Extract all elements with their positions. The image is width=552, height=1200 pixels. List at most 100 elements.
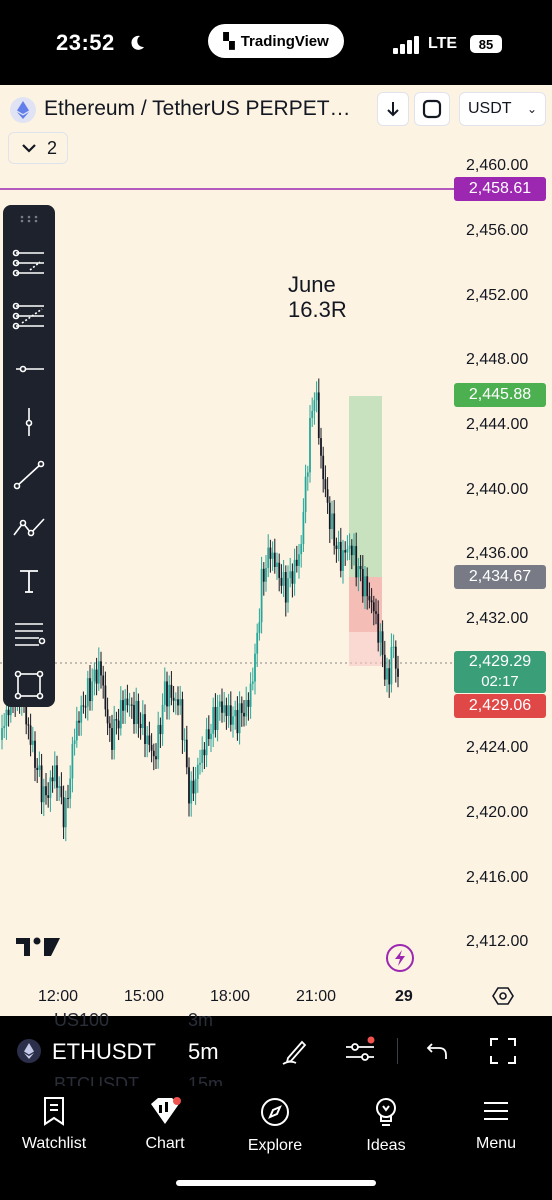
candle-body [221,701,223,713]
candle-body [210,733,212,740]
battery-icon: 85 [470,35,502,53]
last-price-badge[interactable]: 2,429.29 02:17 [454,651,546,693]
price-tick: 2,448.00 [466,351,529,368]
scroll-to-latest-button[interactable] [377,92,409,126]
candle-body [346,548,349,553]
candle-body [293,559,296,584]
candle-body [232,716,234,725]
candle-body [372,602,375,612]
candle-body [40,765,43,803]
nav-chart[interactable]: Chart [115,1096,215,1153]
lightning-icon [395,950,405,966]
drawing-pen-icon[interactable] [280,1036,310,1066]
candle-body [287,578,289,603]
price-tick: 2,452.00 [466,287,529,304]
drag-handle-icon[interactable] [19,215,39,223]
last-price-value: 2,429.29 [468,653,532,670]
rectangle-tool-icon[interactable] [11,667,47,703]
candle-body [174,699,177,701]
status-bar: 23:52 ▚ TradingView LTE 85 [0,0,552,85]
ticker-button[interactable]: ETHUSDT [52,1039,156,1064]
nav-ideas[interactable]: Ideas [336,1096,436,1155]
chart-settings-icon[interactable] [492,985,514,1007]
candle-body [243,712,245,717]
candle-body [190,780,193,804]
candle-body [49,777,52,798]
candle-body [124,698,127,711]
currency-select[interactable]: USDT ⌄ [459,92,546,126]
symbol-bar: US100 3m ETHUSDT 5m BTCUSDT 15m [0,1010,552,1094]
time-tick: 18:00 [210,988,251,1005]
annotation-line-2[interactable]: 16.3R [288,297,347,322]
candle-body [73,740,76,744]
candle-body [205,729,208,756]
symbol-title[interactable]: Ethereum / TetherUS PERPET… [44,97,351,120]
price-tick: 2,420.00 [466,804,529,821]
candle-body [27,724,30,726]
bid-price-badge[interactable]: 2,429.06 [454,694,546,718]
candle-body [91,681,94,702]
candle-body [390,647,393,685]
candle-body [249,683,252,707]
nav-watchlist[interactable]: Watchlist [4,1096,104,1153]
candle-body [128,704,131,706]
candle-body [144,714,146,745]
indicator-count: 2 [47,137,58,158]
candle-body [172,697,175,701]
bottom-navigation: Watchlist Chart Explore Ideas Menu [0,1086,552,1200]
price-tick: 2,432.00 [466,610,529,627]
candle-body [1,728,3,740]
candle-body [166,681,168,707]
candle-body [392,646,395,648]
candle-body [350,545,353,556]
candle-body [82,705,85,707]
loss-zone-lower[interactable] [349,632,382,666]
horizontal-line-tool-icon[interactable] [11,351,47,387]
fullscreen-button[interactable] [414,92,450,126]
candle-body [159,724,162,735]
moon-icon [131,35,144,50]
fullscreen-expand-icon[interactable] [488,1036,518,1066]
take-profit-badge[interactable]: 2,445.88 [454,383,546,407]
vertical-line-tool-icon[interactable] [11,404,47,440]
candle-body [113,719,116,750]
candle-body [326,489,329,503]
network-type: LTE [428,35,458,52]
candle-body [304,476,307,513]
flash-button[interactable] [386,944,414,972]
candle-body [368,596,371,601]
indicators-toggle-button[interactable]: 2 [8,132,68,164]
candle-body [71,743,74,779]
candle-body [377,613,380,643]
candle-body [60,786,63,798]
entry-price-badge[interactable]: 2,434.67 [454,565,546,589]
text-tool-icon[interactable] [11,563,47,599]
candle-body [388,668,391,685]
candle-body [223,705,226,713]
interval-button[interactable]: 5m [188,1039,219,1064]
nav-explore[interactable]: Explore [225,1096,325,1155]
trend-line-tool-icon[interactable] [11,457,47,493]
trend-lines-tool-icon[interactable] [11,245,47,281]
alert-price-badge[interactable]: 2,458.61 [454,177,546,201]
indicators-icon[interactable] [344,1036,376,1066]
pitchfork-tool-icon[interactable] [11,298,47,334]
candle-body [214,707,217,730]
candle-body [265,567,267,582]
nav-watchlist-label: Watchlist [21,1135,87,1152]
tradingview-watermark-icon [16,937,60,956]
undo-icon[interactable] [426,1040,448,1062]
path-tool-icon[interactable] [11,510,47,546]
candle-body [126,698,129,706]
candle-body [364,576,366,597]
candle-body [291,571,294,584]
ghost-watchlist-interval: 3m [188,1010,214,1030]
parallel-lines-tool-icon[interactable] [11,616,47,652]
candle-body [67,798,69,800]
tradingview-pill[interactable]: ▚ TradingView [208,24,344,58]
candle-body [361,569,364,597]
candle-body [199,762,201,765]
nav-menu[interactable]: Menu [446,1096,546,1153]
annotation-line-1[interactable]: June [288,272,336,297]
candle-body [394,646,397,669]
